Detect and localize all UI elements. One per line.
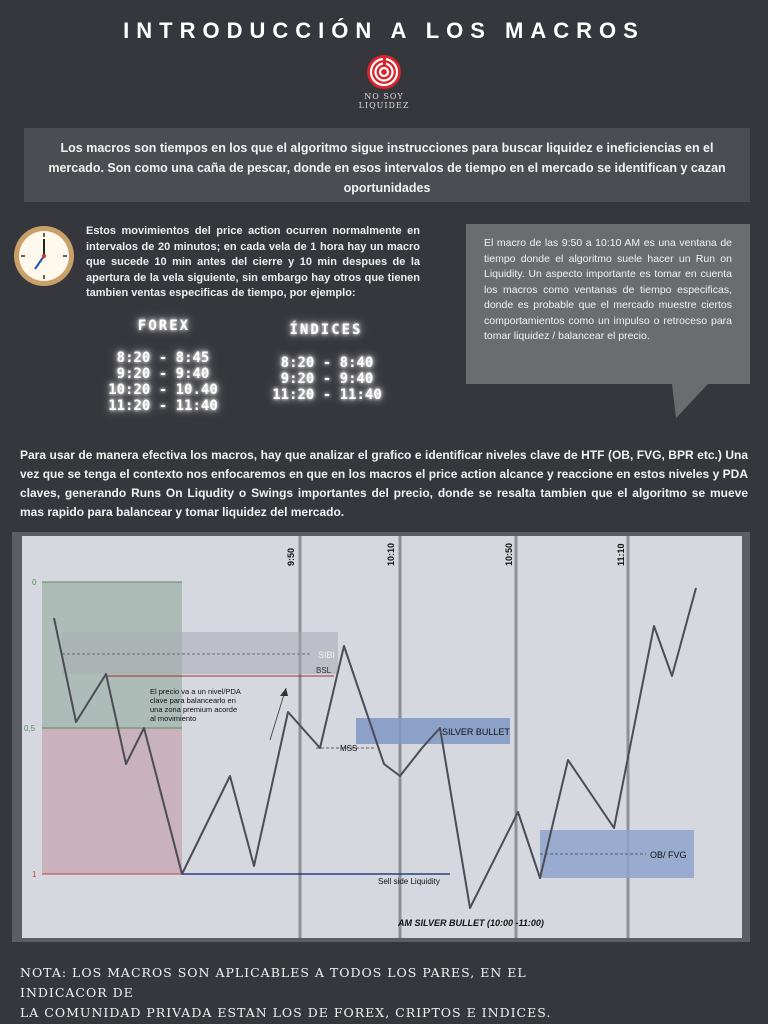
indices-times: 8:20 - 8:40 9:20 - 9:40 11:20 - 11:40 bbox=[262, 355, 392, 403]
time-label: 10:50 bbox=[504, 543, 514, 566]
annotation-line: clave para balancearlo en bbox=[150, 696, 236, 705]
usage-paragraph: Para usar de manera efectiva los macros,… bbox=[20, 448, 748, 519]
logo-line1: NO SOY bbox=[364, 92, 404, 101]
sibi-label: SIBI bbox=[318, 650, 335, 660]
clock-icon bbox=[12, 224, 76, 288]
sibi-zone bbox=[62, 632, 338, 674]
fib-label-1: 1 bbox=[32, 870, 37, 879]
silver-bullet-zone bbox=[356, 718, 510, 744]
discount-zone bbox=[42, 728, 182, 874]
fib-label-05: 0,5 bbox=[24, 724, 36, 733]
time-label: 11:10 bbox=[616, 543, 626, 566]
indices-time: 9:20 - 9:40 bbox=[280, 371, 374, 387]
note-line: LA COMUNIDAD PRIVADA ESTAN LOS DE FOREX,… bbox=[20, 1005, 552, 1020]
spiral-logo-icon bbox=[367, 55, 401, 89]
bsl-label: BSL bbox=[316, 666, 332, 675]
indices-time: 8:20 - 8:40 bbox=[280, 355, 374, 371]
page-title: INTRODUCCIÓN A LOS MACROS bbox=[123, 18, 645, 43]
footer-note: NOTA: LOS MACROS SON APLICABLES A TODOS … bbox=[20, 963, 580, 1023]
forex-heading: FOREX bbox=[137, 318, 191, 334]
silver-bullet-label: SILVER BULLET bbox=[442, 727, 510, 737]
time-label: 9:50 bbox=[286, 548, 296, 566]
am-silver-bullet-label: AM SILVER BULLET (10:00 -11:00) bbox=[397, 918, 544, 928]
indices-time: 11:20 - 11:40 bbox=[272, 387, 382, 403]
forex-times: 8:20 - 8:45 9:20 - 9:40 10:20 - 10.40 11… bbox=[98, 350, 228, 414]
intro-box: Los macros son tiempos en los que el alg… bbox=[24, 128, 750, 202]
chart-frame: 0 0,5 1 9:50 10:10 10:50 11:10 SIBI BSL … bbox=[12, 532, 750, 942]
macro-description: Estos movimientos del price action ocurr… bbox=[86, 225, 420, 299]
mss-label: MSS bbox=[340, 744, 357, 753]
speech-bubble: El macro de las 9:50 a 10:10 AM es una v… bbox=[466, 224, 750, 384]
sell-side-label: Sell side Liquidity bbox=[378, 877, 440, 886]
note-line: NOTA: LOS MACROS SON APLICABLES A TODOS … bbox=[20, 965, 527, 1000]
forex-time: 10:20 - 10.40 bbox=[108, 382, 218, 398]
logo-line2: LIQUIDEZ bbox=[358, 101, 410, 110]
annotation-line: al movimiento bbox=[150, 714, 196, 723]
logo: NO SOY LIQUIDEZ bbox=[358, 54, 410, 124]
forex-time: 9:20 - 9:40 bbox=[116, 366, 210, 382]
annotation-line: una zona premium acorde bbox=[150, 705, 237, 714]
speech-bubble-tail bbox=[672, 384, 708, 418]
time-label: 10:10 bbox=[386, 543, 396, 566]
price-line bbox=[53, 587, 697, 909]
annotation-line: El precio va a un nivel/PDA bbox=[150, 687, 241, 696]
forex-time: 8:20 - 8:45 bbox=[116, 350, 210, 366]
indices-heading: ÍNDICES bbox=[289, 322, 363, 338]
annotation-arrow bbox=[269, 687, 287, 741]
fib-label-0: 0 bbox=[32, 578, 37, 587]
forex-time: 11:20 - 11:40 bbox=[108, 398, 218, 414]
ob-fvg-label: OB/ FVG bbox=[650, 850, 687, 860]
price-chart: 0 0,5 1 9:50 10:10 10:50 11:10 SIBI BSL … bbox=[22, 536, 742, 938]
